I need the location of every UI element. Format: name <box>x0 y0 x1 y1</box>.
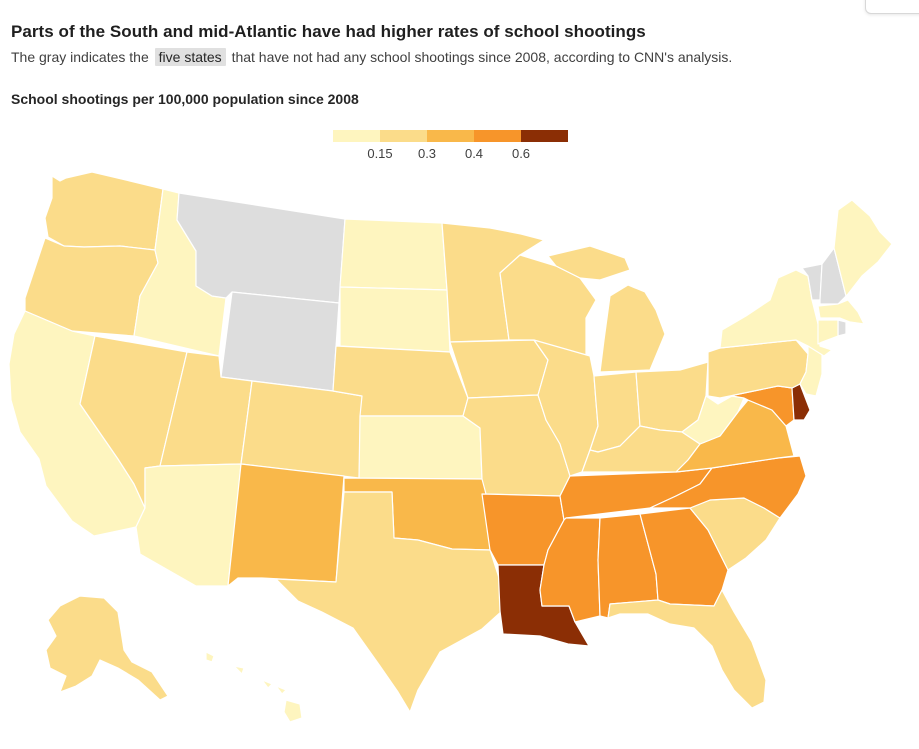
state-alaska[interactable] <box>45 595 169 701</box>
legend-tick-4: 0.6 <box>511 146 531 161</box>
legend-swatch-2 <box>380 130 427 142</box>
legend-tick-1: 0.15 <box>367 146 393 161</box>
state-texas[interactable] <box>275 491 503 713</box>
state-new-jersey[interactable] <box>799 345 823 397</box>
menu-card[interactable] <box>865 0 919 14</box>
chart-headline: Parts of the South and mid-Atlantic have… <box>11 22 646 41</box>
state-north-dakota[interactable] <box>339 218 448 291</box>
state-maine[interactable] <box>833 199 893 297</box>
state-rhode-island[interactable] <box>837 319 847 337</box>
state-florida[interactable] <box>607 589 767 709</box>
legend-swatch-4 <box>474 130 521 142</box>
legend-swatch-3 <box>427 130 474 142</box>
state-vermont[interactable] <box>801 263 823 301</box>
state-colorado[interactable] <box>240 380 363 479</box>
legend-swatch-1 <box>333 130 380 142</box>
legend-title: School shootings per 100,000 population … <box>11 91 359 107</box>
color-legend: 0.15 0.3 0.4 0.6 <box>333 130 573 164</box>
state-kansas[interactable] <box>358 415 483 480</box>
legend-tick-3: 0.4 <box>464 146 484 161</box>
state-iowa[interactable] <box>449 339 549 399</box>
state-connecticut[interactable] <box>817 319 839 345</box>
state-montana[interactable] <box>176 192 346 304</box>
state-wyoming[interactable] <box>220 291 340 392</box>
state-south-dakota[interactable] <box>339 286 451 353</box>
state-washington[interactable] <box>44 171 164 251</box>
legend-tick-2: 0.3 <box>417 146 437 161</box>
legend-swatch-5 <box>521 130 568 142</box>
five-states-highlight[interactable]: five states <box>154 48 226 66</box>
state-wisconsin[interactable] <box>499 254 597 361</box>
chart-subtitle: The gray indicates the five states that … <box>11 48 732 66</box>
subtitle-text-after: that have not had any school shootings s… <box>231 49 733 65</box>
state-massachusetts[interactable] <box>817 299 865 325</box>
state-michigan[interactable] <box>547 245 666 373</box>
state-hawaii[interactable] <box>205 651 303 723</box>
subtitle-text-before: The gray indicates the <box>11 49 149 65</box>
state-arizona[interactable] <box>135 463 242 587</box>
state-new-mexico[interactable] <box>227 463 345 587</box>
